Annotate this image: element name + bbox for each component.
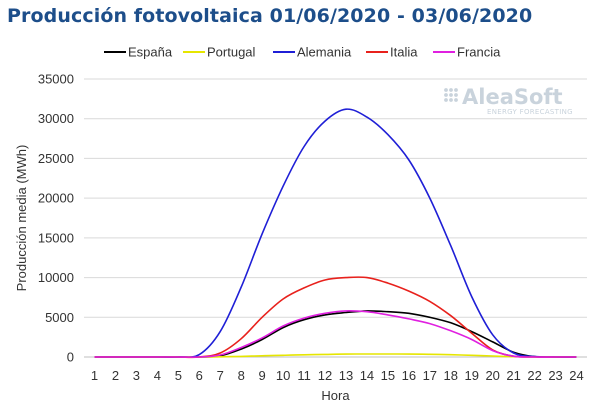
- x-tick-label-18: 18: [444, 368, 458, 383]
- y-tick-label-35000: 35000: [38, 72, 74, 87]
- x-tick-label-17: 17: [423, 368, 437, 383]
- series-line-francia: [94, 310, 577, 358]
- x-tick-label-4: 4: [154, 368, 161, 383]
- x-tick-label-10: 10: [276, 368, 290, 383]
- y-tick-label-15000: 15000: [38, 230, 74, 245]
- legend-label-espana: España: [128, 45, 173, 60]
- x-tick-label-12: 12: [318, 368, 332, 383]
- series-line-espana: [94, 310, 577, 358]
- x-tick-label-20: 20: [485, 368, 499, 383]
- y-tick-label-5000: 5000: [45, 310, 74, 325]
- y-tick-label-30000: 30000: [38, 111, 74, 126]
- legend-label-portugal: Portugal: [207, 45, 256, 60]
- logo-dot: [449, 93, 453, 97]
- x-tick-label-19: 19: [464, 368, 478, 383]
- x-tick-label-24: 24: [569, 368, 583, 383]
- series-line-alemania: [94, 108, 577, 359]
- logo-dot: [454, 93, 458, 97]
- logo-dot: [444, 93, 448, 97]
- logo-text: AleaSoft: [462, 85, 563, 109]
- x-tick-label-9: 9: [259, 368, 266, 383]
- x-tick-label-6: 6: [196, 368, 203, 383]
- logo-dot: [449, 88, 453, 92]
- x-tick-label-16: 16: [402, 368, 416, 383]
- logo-dot: [444, 98, 448, 102]
- x-tick-label-23: 23: [548, 368, 562, 383]
- x-axis-title: Hora: [321, 388, 350, 403]
- x-tick-label-14: 14: [360, 368, 374, 383]
- x-tick-label-3: 3: [133, 368, 140, 383]
- chart-title: Producción fotovoltaica 01/06/2020 - 03/…: [7, 5, 533, 27]
- x-tick-label-11: 11: [297, 368, 311, 383]
- logo-dot: [449, 98, 453, 102]
- x-tick-label-15: 15: [381, 368, 395, 383]
- x-tick-label-22: 22: [527, 368, 541, 383]
- x-tick-label-7: 7: [217, 368, 224, 383]
- y-tick-label-0: 0: [67, 350, 74, 365]
- legend-label-alemania: Alemania: [297, 45, 352, 60]
- logo-dot: [454, 98, 458, 102]
- logo-dot: [454, 88, 458, 92]
- logo-dot: [444, 88, 448, 92]
- y-axis-title: Producción media (MWh): [14, 145, 29, 292]
- x-tick-label-21: 21: [506, 368, 520, 383]
- y-tick-label-25000: 25000: [38, 151, 74, 166]
- legend-label-italia: Italia: [390, 45, 418, 60]
- x-tick-label-13: 13: [339, 368, 353, 383]
- y-tick-label-10000: 10000: [38, 270, 74, 285]
- logo-subtext: ENERGY FORECASTING: [487, 108, 573, 116]
- y-tick-label-20000: 20000: [38, 191, 74, 206]
- legend-label-francia: Francia: [457, 45, 501, 60]
- x-tick-label-2: 2: [112, 368, 119, 383]
- x-tick-label-1: 1: [91, 368, 98, 383]
- x-tick-label-8: 8: [238, 368, 245, 383]
- x-tick-label-5: 5: [175, 368, 182, 383]
